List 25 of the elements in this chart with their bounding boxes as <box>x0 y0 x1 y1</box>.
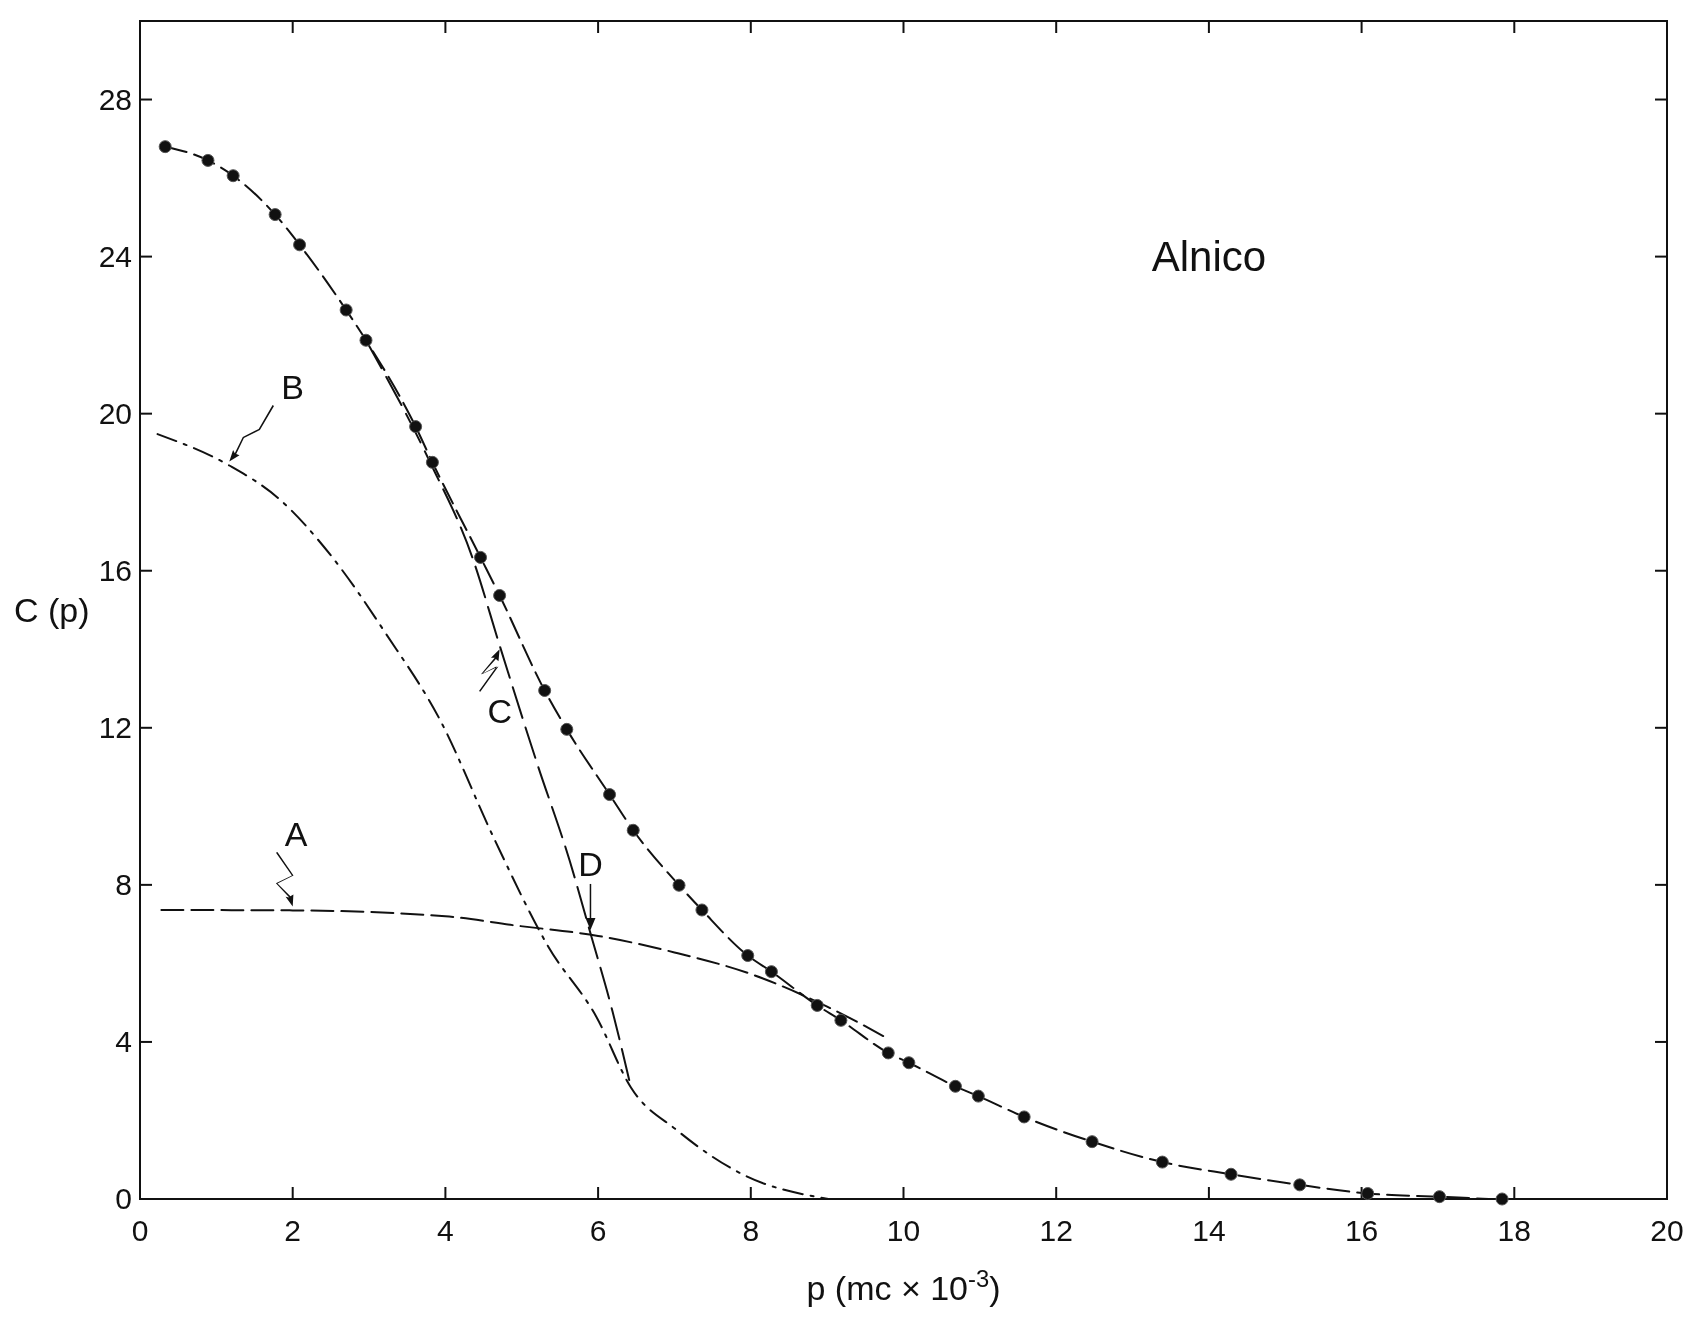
x-tick-label: 18 <box>1497 1214 1531 1247</box>
legend-label: C <box>487 692 513 731</box>
y-tick-label: 20 <box>98 396 132 430</box>
y-tick-label: 24 <box>98 239 132 273</box>
y-tick-label: 12 <box>98 710 132 744</box>
annotation: Alnico <box>1151 233 1267 280</box>
x-tick-label: 8 <box>742 1214 760 1247</box>
x-tick-label: 20 <box>1650 1214 1684 1247</box>
x-tick-label: 16 <box>1344 1214 1379 1247</box>
y-tick-label: 28 <box>98 82 132 116</box>
series-label: A <box>284 815 308 854</box>
y-tick-label: 4 <box>115 1024 132 1058</box>
y-axis-title: C (p) <box>14 591 90 629</box>
x-axis-title: p (mc × 10$^{-3}$) <box>806 1264 1001 1307</box>
x-tick-label: 14 <box>1192 1214 1226 1247</box>
x-tick-label: 10 <box>886 1214 921 1247</box>
y-tick-label: 16 <box>98 553 132 587</box>
x-tick-label: 2 <box>284 1214 302 1247</box>
annotation: D <box>578 844 603 883</box>
y-tick-label: 0 <box>115 1182 132 1215</box>
text: B <box>281 368 305 407</box>
x-tick-label: 6 <box>589 1214 607 1247</box>
y-tick-label: 8 <box>115 867 132 901</box>
x-tick-label: 4 <box>437 1214 454 1247</box>
x-tick-label: 12 <box>1039 1214 1073 1247</box>
